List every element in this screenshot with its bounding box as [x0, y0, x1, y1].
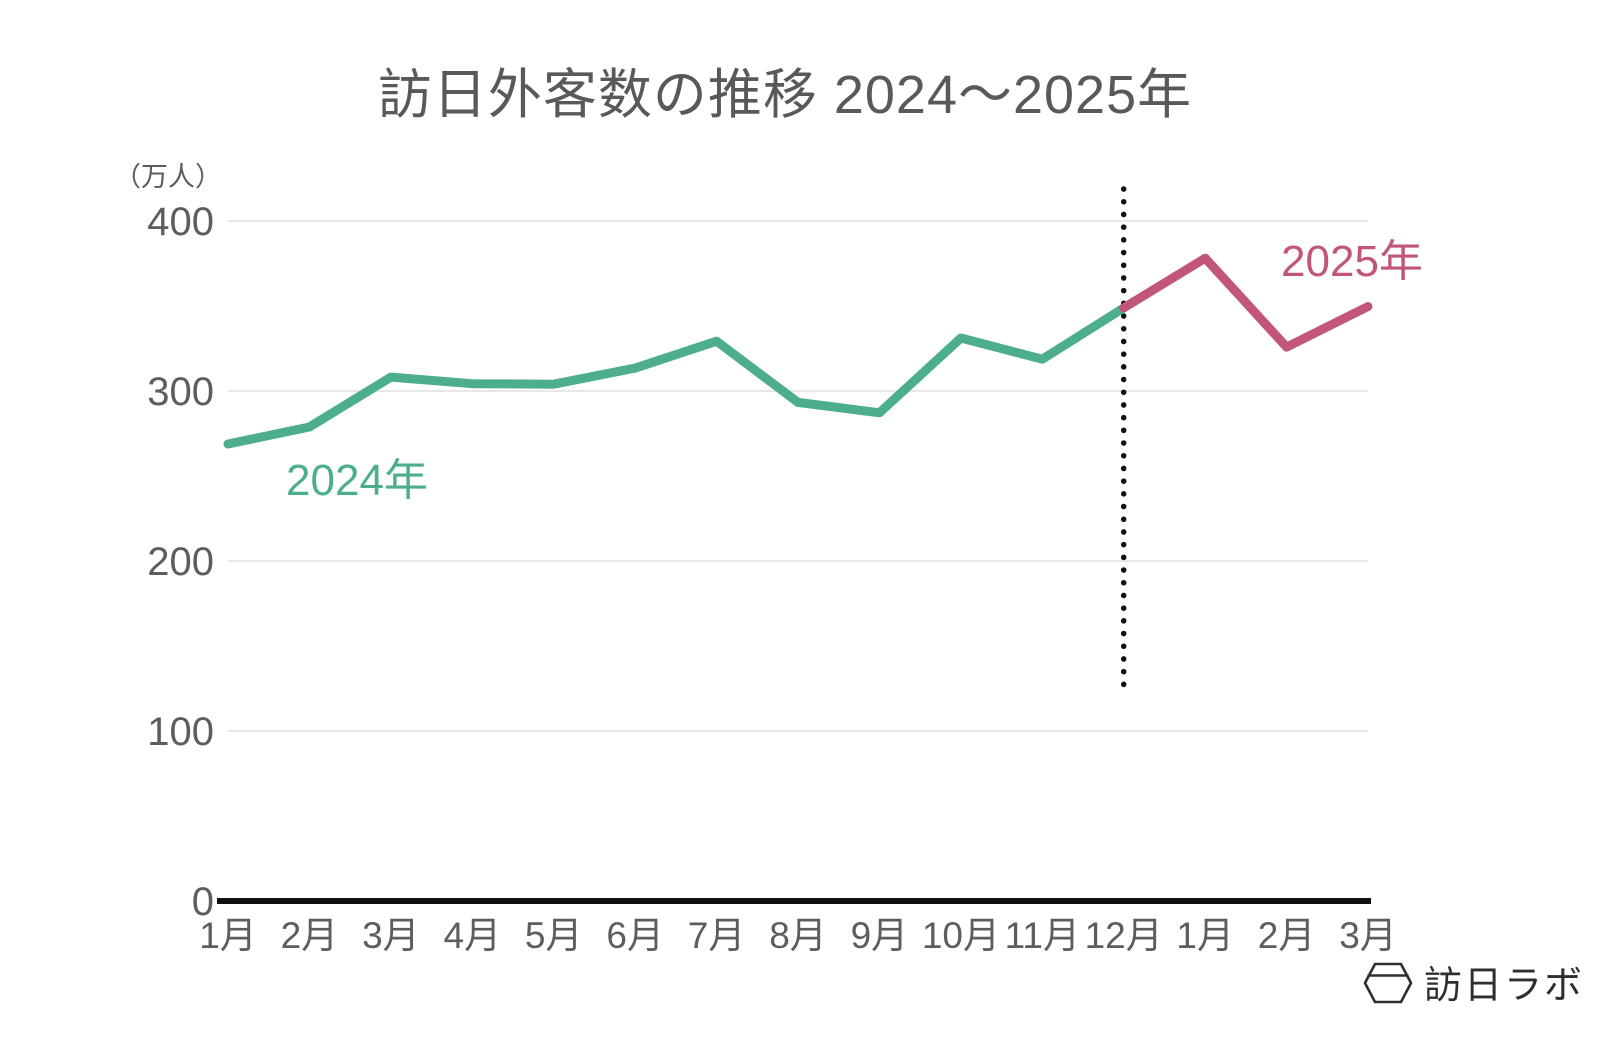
hexagon-lantern-icon: [1363, 962, 1413, 1004]
x-tick-label: 1月: [1176, 915, 1234, 956]
series-label-2025: 2025年: [1281, 237, 1423, 286]
x-tick-label: 7月: [688, 915, 746, 956]
x-tick-label: 12月: [1085, 915, 1163, 956]
x-tick-label: 10月: [922, 915, 1000, 956]
series-line-2025: [1119, 253, 1373, 352]
x-tick-label: 1月: [199, 915, 257, 956]
x-tick-label: 2月: [281, 915, 339, 956]
x-tick-label: 9月: [851, 915, 909, 956]
x-tick-label: 2月: [1258, 915, 1316, 956]
x-tick-label: 6月: [606, 915, 664, 956]
y-axis-tick-labels: 400 300 200 100 0: [147, 200, 214, 924]
series-line-2024: [223, 303, 1129, 449]
logo-text: 訪日ラボ: [1424, 965, 1584, 1007]
y-tick-label: 300: [147, 370, 214, 414]
y-tick-label: 400: [147, 200, 214, 244]
x-tick-label: 3月: [362, 915, 420, 956]
x-axis-tick-labels: 1月 2月 3月 4月 5月 6月 7月 8月 9月 10月 11月 12月 1月 2月 3月: [199, 915, 1397, 956]
x-tick-label: 3月: [1339, 915, 1397, 956]
y-axis-unit-label: （万人）: [114, 162, 222, 192]
x-tick-label: 11月: [1005, 915, 1080, 956]
x-tick-label: 5月: [525, 915, 583, 956]
y-tick-label: 100: [147, 710, 214, 754]
chart-title: 訪日外客数の推移 2024〜2025年: [378, 65, 1192, 125]
y-tick-label: 200: [147, 540, 214, 584]
series-label-2024: 2024年: [286, 456, 428, 505]
logo: 訪日ラボ: [1363, 962, 1584, 1007]
gridlines: [228, 220, 1368, 732]
x-tick-label: 8月: [769, 915, 827, 956]
x-tick-label: 4月: [444, 915, 502, 956]
y-tick-label: 0: [192, 880, 214, 924]
